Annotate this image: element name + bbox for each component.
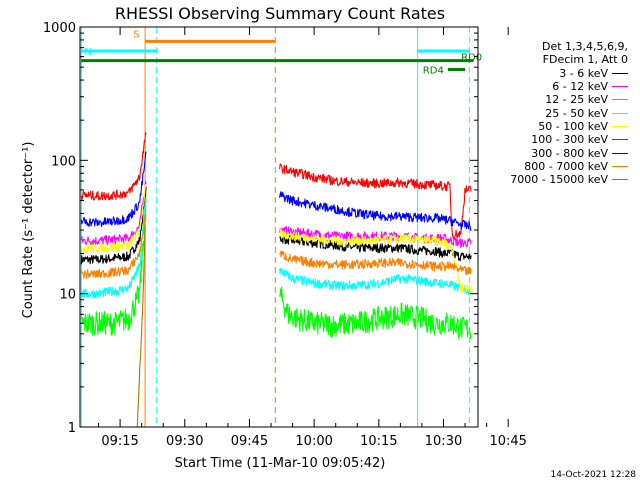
plot-layer: S N RD4 RD0 (80, 27, 482, 428)
legend-item: 12 - 25 keV (510, 93, 628, 106)
legend-item-label: 50 - 100 keV (538, 119, 608, 133)
y-tick-label-0: 1 (68, 421, 76, 436)
series-5-segment-1 (279, 163, 472, 240)
timestamp: 14-Oct-2021 12:28 (551, 470, 637, 480)
flag-label-0: S (133, 29, 139, 40)
series-3-segment-0 (80, 197, 147, 299)
legend-item: 100 - 300 keV (510, 133, 628, 146)
legend-item-swatch (612, 86, 628, 88)
legend-item: 300 - 800 keV (510, 146, 628, 160)
legend-header-line-2: FDecim 1, Att 0 (542, 53, 628, 67)
legend-item: 25 - 50 keV (510, 106, 628, 120)
series-7-segment-0 (80, 214, 147, 279)
x-tick-label-2: 09:45 (231, 434, 268, 449)
plot-frame (79, 26, 479, 428)
x-axis-label: Start Time (11-Mar-10 09:05:42) (175, 456, 386, 471)
legend-item-label: 3 - 6 keV (559, 66, 608, 80)
legend-header-line-1: Det 1,3,4,5,6,9, (541, 40, 628, 54)
legend-item: 3 - 6 keV (510, 67, 628, 80)
legend-item-swatch (612, 125, 628, 127)
x-tick-label-0: 09:15 (101, 434, 138, 449)
y-tick-label-2: 100 (51, 154, 76, 169)
series-7-segment-1 (279, 250, 472, 276)
legend-item-label: 7000 - 15000 keV (510, 173, 608, 187)
legend: Det 1,3,4,5,6,9, FDecim 1, Att 0 3 - 6 k… (510, 40, 628, 186)
x-tick-label-3: 10:00 (295, 434, 332, 449)
legend-item: 6 - 12 keV (510, 80, 628, 93)
legend-item-swatch (612, 99, 628, 101)
legend-item: 800 - 7000 keV (510, 160, 628, 173)
series-1-segment-0 (80, 180, 147, 246)
series-4-segment-1 (279, 229, 472, 293)
legend-items: 3 - 6 keV 6 - 12 keV 12 - 25 keV 25 - 50 ke… (510, 67, 628, 187)
series-8-segment-0 (136, 225, 146, 428)
x-tick-label-5: 10:30 (425, 434, 462, 449)
x-tick-label-4: 10:15 (360, 434, 397, 449)
legend-item-swatch (612, 112, 628, 114)
legend-item-swatch (612, 152, 628, 154)
legend-item-swatch (612, 139, 628, 141)
legend-item-label: 300 - 800 keV (531, 146, 608, 160)
chart-title: RHESSI Observing Summary Count Rates (115, 4, 445, 23)
legend-item-swatch (612, 165, 628, 167)
legend-item-swatch (612, 179, 628, 181)
legend-item-label: 6 - 12 keV (552, 80, 608, 94)
series-6-segment-0 (80, 151, 147, 228)
series-2-segment-1 (279, 286, 472, 339)
series-0-segment-1 (279, 235, 472, 262)
y-tick-label-1: 10 (59, 288, 76, 303)
series-0-segment-0 (80, 185, 147, 265)
series-5-segment-0 (80, 131, 147, 201)
legend-item-swatch (612, 72, 628, 74)
x-tick-label-1: 09:30 (166, 434, 203, 449)
legend-item-label: 12 - 25 keV (545, 93, 608, 107)
series-4-segment-0 (80, 184, 147, 254)
x-tick-label-6: 10:45 (489, 434, 526, 449)
series-2-segment-0 (80, 197, 147, 336)
y-tick-label-3: 1000 (43, 21, 76, 36)
legend-item: 50 - 100 keV (510, 120, 628, 133)
series-3-segment-1 (279, 268, 472, 296)
series-6-segment-1 (279, 191, 472, 231)
flag-label-1: N (84, 47, 91, 58)
flag-label-4: RD4 (423, 66, 444, 77)
legend-item-label: 100 - 300 keV (531, 133, 608, 147)
legend-item-label: 25 - 50 keV (545, 106, 608, 120)
flag-label-5: RD0 (461, 53, 482, 64)
legend-item-label: 800 - 7000 keV (524, 159, 608, 173)
axis-layer: 09:15 09:30 09:45 10:00 10:15 10:30 10:45 1 10 10… (43, 21, 527, 449)
legend-item: 7000 - 15000 keV (510, 173, 628, 186)
y-axis-label: Count Rate (s⁻¹ detector⁻¹) (21, 142, 36, 319)
